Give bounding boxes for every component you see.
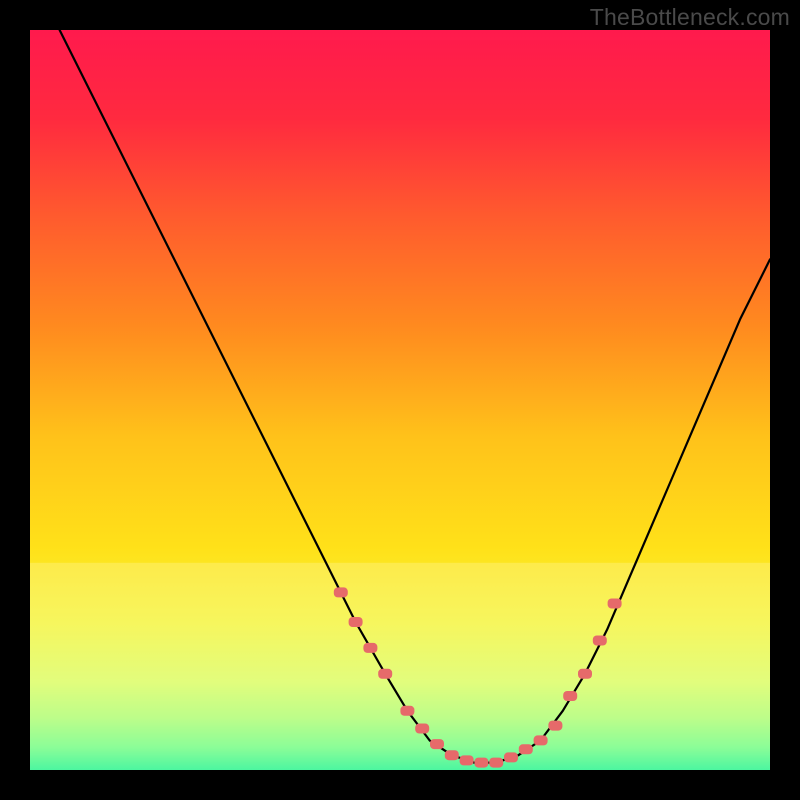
- chart-canvas: [0, 0, 800, 800]
- watermark-text: TheBottleneck.com: [590, 4, 790, 31]
- bottleneck-chart: TheBottleneck.com: [0, 0, 800, 800]
